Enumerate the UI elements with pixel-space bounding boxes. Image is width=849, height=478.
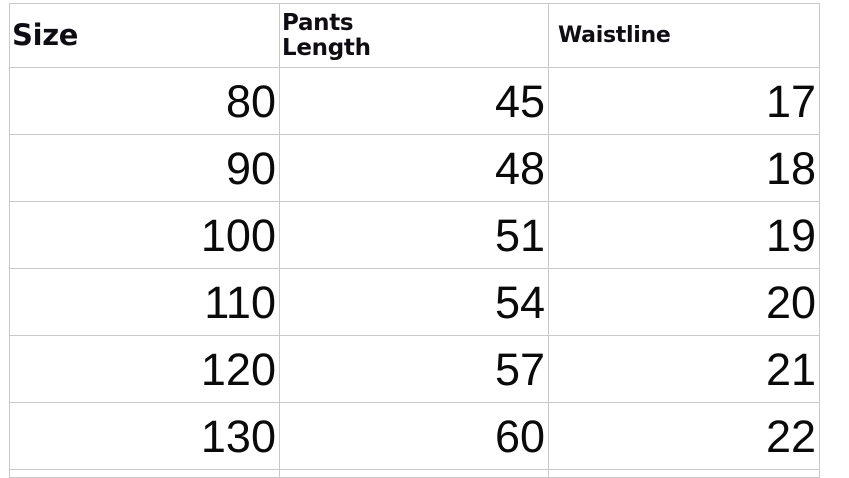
table-row: 130 60 22 (9, 402, 820, 470)
cell-length: 45 (279, 67, 549, 135)
header-row: Size Pants Length Waistline (9, 3, 820, 68)
table-row: 110 54 20 (9, 268, 820, 336)
cell-waistline: 22 (548, 402, 820, 470)
cell-size: 130 (9, 402, 280, 470)
cell-length: 48 (279, 134, 549, 202)
cell-waistline: 21 (548, 335, 820, 403)
cell-size: 100 (9, 201, 280, 269)
table-row: 100 51 19 (9, 201, 820, 269)
cell-empty (548, 469, 820, 478)
cell-waistline: 18 (548, 134, 820, 202)
cell-length: 51 (279, 201, 549, 269)
cell-length: 54 (279, 268, 549, 336)
cell-size: 110 (9, 268, 280, 336)
size-chart-table: Size Pants Length Waistline 80 45 17 90 … (9, 3, 820, 478)
column-header-size: Size (9, 3, 280, 68)
table-row: 80 45 17 (9, 67, 820, 135)
table-row-partial (9, 469, 820, 478)
cell-empty (279, 469, 549, 478)
cell-length: 57 (279, 335, 549, 403)
cell-length: 60 (279, 402, 549, 470)
table-header: Size Pants Length Waistline (9, 3, 820, 68)
table-row: 120 57 21 (9, 335, 820, 403)
cell-waistline: 19 (548, 201, 820, 269)
cell-waistline: 20 (548, 268, 820, 336)
table-body: 80 45 17 90 48 18 100 51 19 110 54 20 12… (9, 67, 820, 478)
table-row: 90 48 18 (9, 134, 820, 202)
cell-size: 90 (9, 134, 280, 202)
cell-size: 80 (9, 67, 280, 135)
cell-waistline: 17 (548, 67, 820, 135)
column-header-pants-length: Pants Length (279, 3, 549, 68)
cell-size: 120 (9, 335, 280, 403)
cell-empty (9, 469, 280, 478)
column-header-waistline: Waistline (548, 3, 820, 68)
